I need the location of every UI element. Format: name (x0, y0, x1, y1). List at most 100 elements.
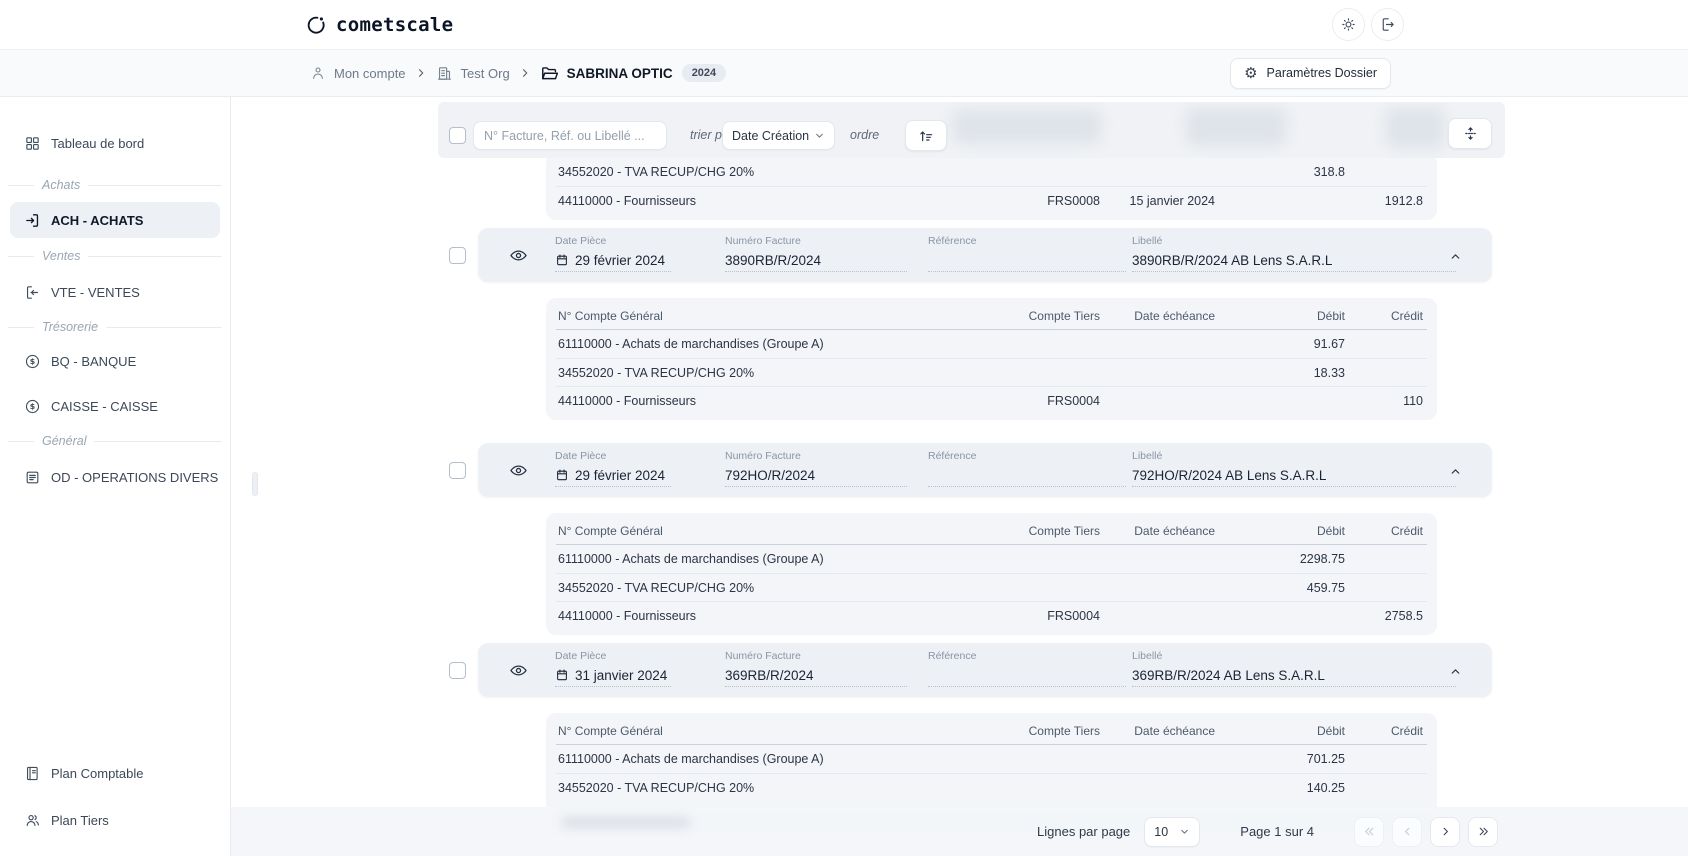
breadcrumb-bar: Mon compte Test Org (0, 50, 1688, 97)
sidebar-item-bq-banque[interactable]: $ BQ - BANQUE (10, 347, 220, 375)
collapse-entry-button[interactable] (1444, 245, 1466, 267)
sidebar-section-general: Général (8, 431, 222, 451)
cell-account: 44110000 - Fournisseurs (558, 393, 697, 408)
header-credit: Crédit (1390, 309, 1423, 323)
search-input[interactable] (473, 121, 667, 150)
entry-checkbox[interactable] (449, 462, 466, 479)
view-entry-button[interactable] (503, 241, 533, 269)
dollar-circle-icon: $ (24, 353, 41, 370)
folder-open-icon (540, 64, 559, 83)
date-piece-field[interactable]: Date Pièce 29 février 2024 (555, 450, 671, 487)
cell-credit: 1912.8 (1384, 193, 1423, 208)
page-buttons (1354, 816, 1498, 847)
pagination-bar: Lignes par page 10 Page 1 sur 4 (231, 807, 1688, 856)
chevron-right-icon (1439, 825, 1452, 838)
date-piece-field[interactable]: Date Pièce 31 janvier 2024 (555, 650, 671, 687)
breadcrumb-account[interactable]: Mon compte (310, 65, 406, 81)
breadcrumb: Mon compte Test Org (310, 64, 727, 83)
sidebar-item-od-operations[interactable]: OD - OPERATIONS DIVERS (10, 463, 220, 491)
move-vertical-icon (1463, 126, 1478, 141)
previous-page-button[interactable] (1392, 816, 1422, 847)
table-row: 61110000 - Achats de marchandises (Group… (556, 745, 1427, 773)
calendar-icon (555, 468, 569, 482)
chevron-down-icon (814, 130, 825, 141)
sidebar-resize-handle[interactable] (252, 472, 258, 496)
calendar-icon (555, 253, 569, 267)
sort-ascending-icon (918, 128, 934, 144)
table-header-row: N° Compte Général Compte Tiers Date éché… (556, 303, 1427, 330)
entry-checkbox[interactable] (449, 247, 466, 264)
sidebar-item-ach-achats[interactable]: ACH - ACHATS (10, 202, 220, 238)
next-page-button[interactable] (1430, 816, 1460, 847)
rows-per-page-select[interactable]: 10 (1144, 816, 1201, 847)
blurred-content (561, 816, 691, 829)
sidebar-item-plan-comptable[interactable]: Plan Comptable (10, 759, 220, 787)
header-account: N° Compte Général (558, 724, 663, 738)
table-row: 34552020 - TVA RECUP/CHG 20% 459.75 (556, 573, 1427, 601)
reference-field[interactable]: Référence (928, 450, 1126, 487)
last-page-button[interactable] (1468, 816, 1498, 847)
date-piece-field[interactable]: Date Pièce 29 février 2024 (555, 235, 671, 272)
sort-by-select[interactable]: Date Création (722, 121, 835, 150)
table-row: 34552020 - TVA RECUP/CHG 20% 318.8 (556, 158, 1427, 186)
sidebar-item-dashboard[interactable]: Tableau de bord (10, 129, 220, 157)
chevrons-left-icon (1363, 825, 1376, 838)
sidebar: Tableau de bord Achats ACH - ACHATS Vent… (0, 97, 231, 856)
blurred-content (1386, 108, 1444, 148)
logout-button[interactable] (1371, 8, 1404, 41)
chevron-right-icon (519, 67, 531, 79)
logout-icon (1379, 16, 1396, 33)
calendar-icon (555, 668, 569, 682)
sidebar-item-vte-ventes[interactable]: VTE - VENTES (10, 278, 220, 306)
cell-due-date: 15 janvier 2024 (1129, 193, 1215, 208)
cell-debit: 701.25 (1306, 752, 1345, 766)
numero-facture-field[interactable]: Numéro Facture 792HO/R/2024 (725, 450, 907, 487)
breadcrumb-dossier[interactable]: SABRINA OPTIC (540, 64, 673, 83)
breadcrumb-organization[interactable]: Test Org (436, 65, 510, 82)
cell-credit: 2758.5 (1384, 608, 1423, 623)
chevron-left-icon (1401, 825, 1414, 838)
sidebar-item-plan-tiers[interactable]: Plan Tiers (10, 806, 220, 834)
entry-card[interactable]: Date Pièce 31 janvier 2024 Numéro Factur… (478, 643, 1492, 697)
theme-toggle-button[interactable] (1332, 8, 1365, 41)
view-entry-button[interactable] (503, 456, 533, 484)
eye-icon (509, 661, 528, 680)
chevron-up-icon (1449, 465, 1462, 478)
orbit-logo-icon (305, 14, 327, 36)
main-content: trier par Date Création ordre (231, 97, 1688, 856)
chevron-up-icon (1449, 665, 1462, 678)
entry-card[interactable]: Date Pièce 29 février 2024 Numéro Factur… (478, 443, 1492, 497)
gear-icon: ⚙ (1244, 64, 1258, 82)
view-entry-button[interactable] (503, 656, 533, 684)
table-row: 61110000 - Achats de marchandises (Group… (556, 545, 1427, 573)
pagination-controls: Lignes par page 10 Page 1 sur 4 (1037, 807, 1498, 856)
cell-account: 61110000 - Achats de marchandises (Group… (558, 752, 824, 766)
journal-in-icon (24, 212, 41, 229)
collapse-entry-button[interactable] (1444, 660, 1466, 682)
libelle-field[interactable]: Libellé 3890RB/R/2024 AB Lens S.A.R.L (1132, 235, 1456, 272)
person-icon (310, 65, 326, 81)
table-row: 34552020 - TVA RECUP/CHG 20% 140.25 (556, 773, 1427, 801)
entry-card[interactable]: Date Pièce 29 février 2024 Numéro Factur… (478, 228, 1492, 282)
reference-field[interactable]: Référence (928, 235, 1126, 272)
libelle-field[interactable]: Libellé 792HO/R/2024 AB Lens S.A.R.L (1132, 450, 1456, 487)
sort-order-button[interactable] (905, 120, 947, 151)
header-account: N° Compte Général (558, 309, 663, 323)
sidebar-section-ventes: Ventes (8, 246, 222, 266)
header-due-date: Date échéance (1134, 524, 1215, 538)
collapse-entry-button[interactable] (1444, 460, 1466, 482)
reorder-columns-button[interactable] (1448, 118, 1492, 149)
header-debit: Débit (1316, 309, 1345, 323)
first-page-button[interactable] (1354, 816, 1384, 847)
select-all-checkbox[interactable] (449, 127, 466, 144)
reference-field[interactable]: Référence (928, 650, 1126, 687)
sidebar-item-caisse[interactable]: $ CAISSE - CAISSE (10, 392, 220, 420)
cell-debit: 318.8 (1313, 165, 1345, 179)
cell-account: 34552020 - TVA RECUP/CHG 20% (558, 165, 755, 179)
entry-checkbox[interactable] (449, 662, 466, 679)
dossier-settings-button[interactable]: ⚙ Paramètres Dossier (1230, 57, 1391, 89)
libelle-field[interactable]: Libellé 369RB/R/2024 AB Lens S.A.R.L (1132, 650, 1456, 687)
numero-facture-field[interactable]: Numéro Facture 3890RB/R/2024 (725, 235, 907, 272)
chevron-right-icon (415, 67, 427, 79)
numero-facture-field[interactable]: Numéro Facture 369RB/R/2024 (725, 650, 907, 687)
